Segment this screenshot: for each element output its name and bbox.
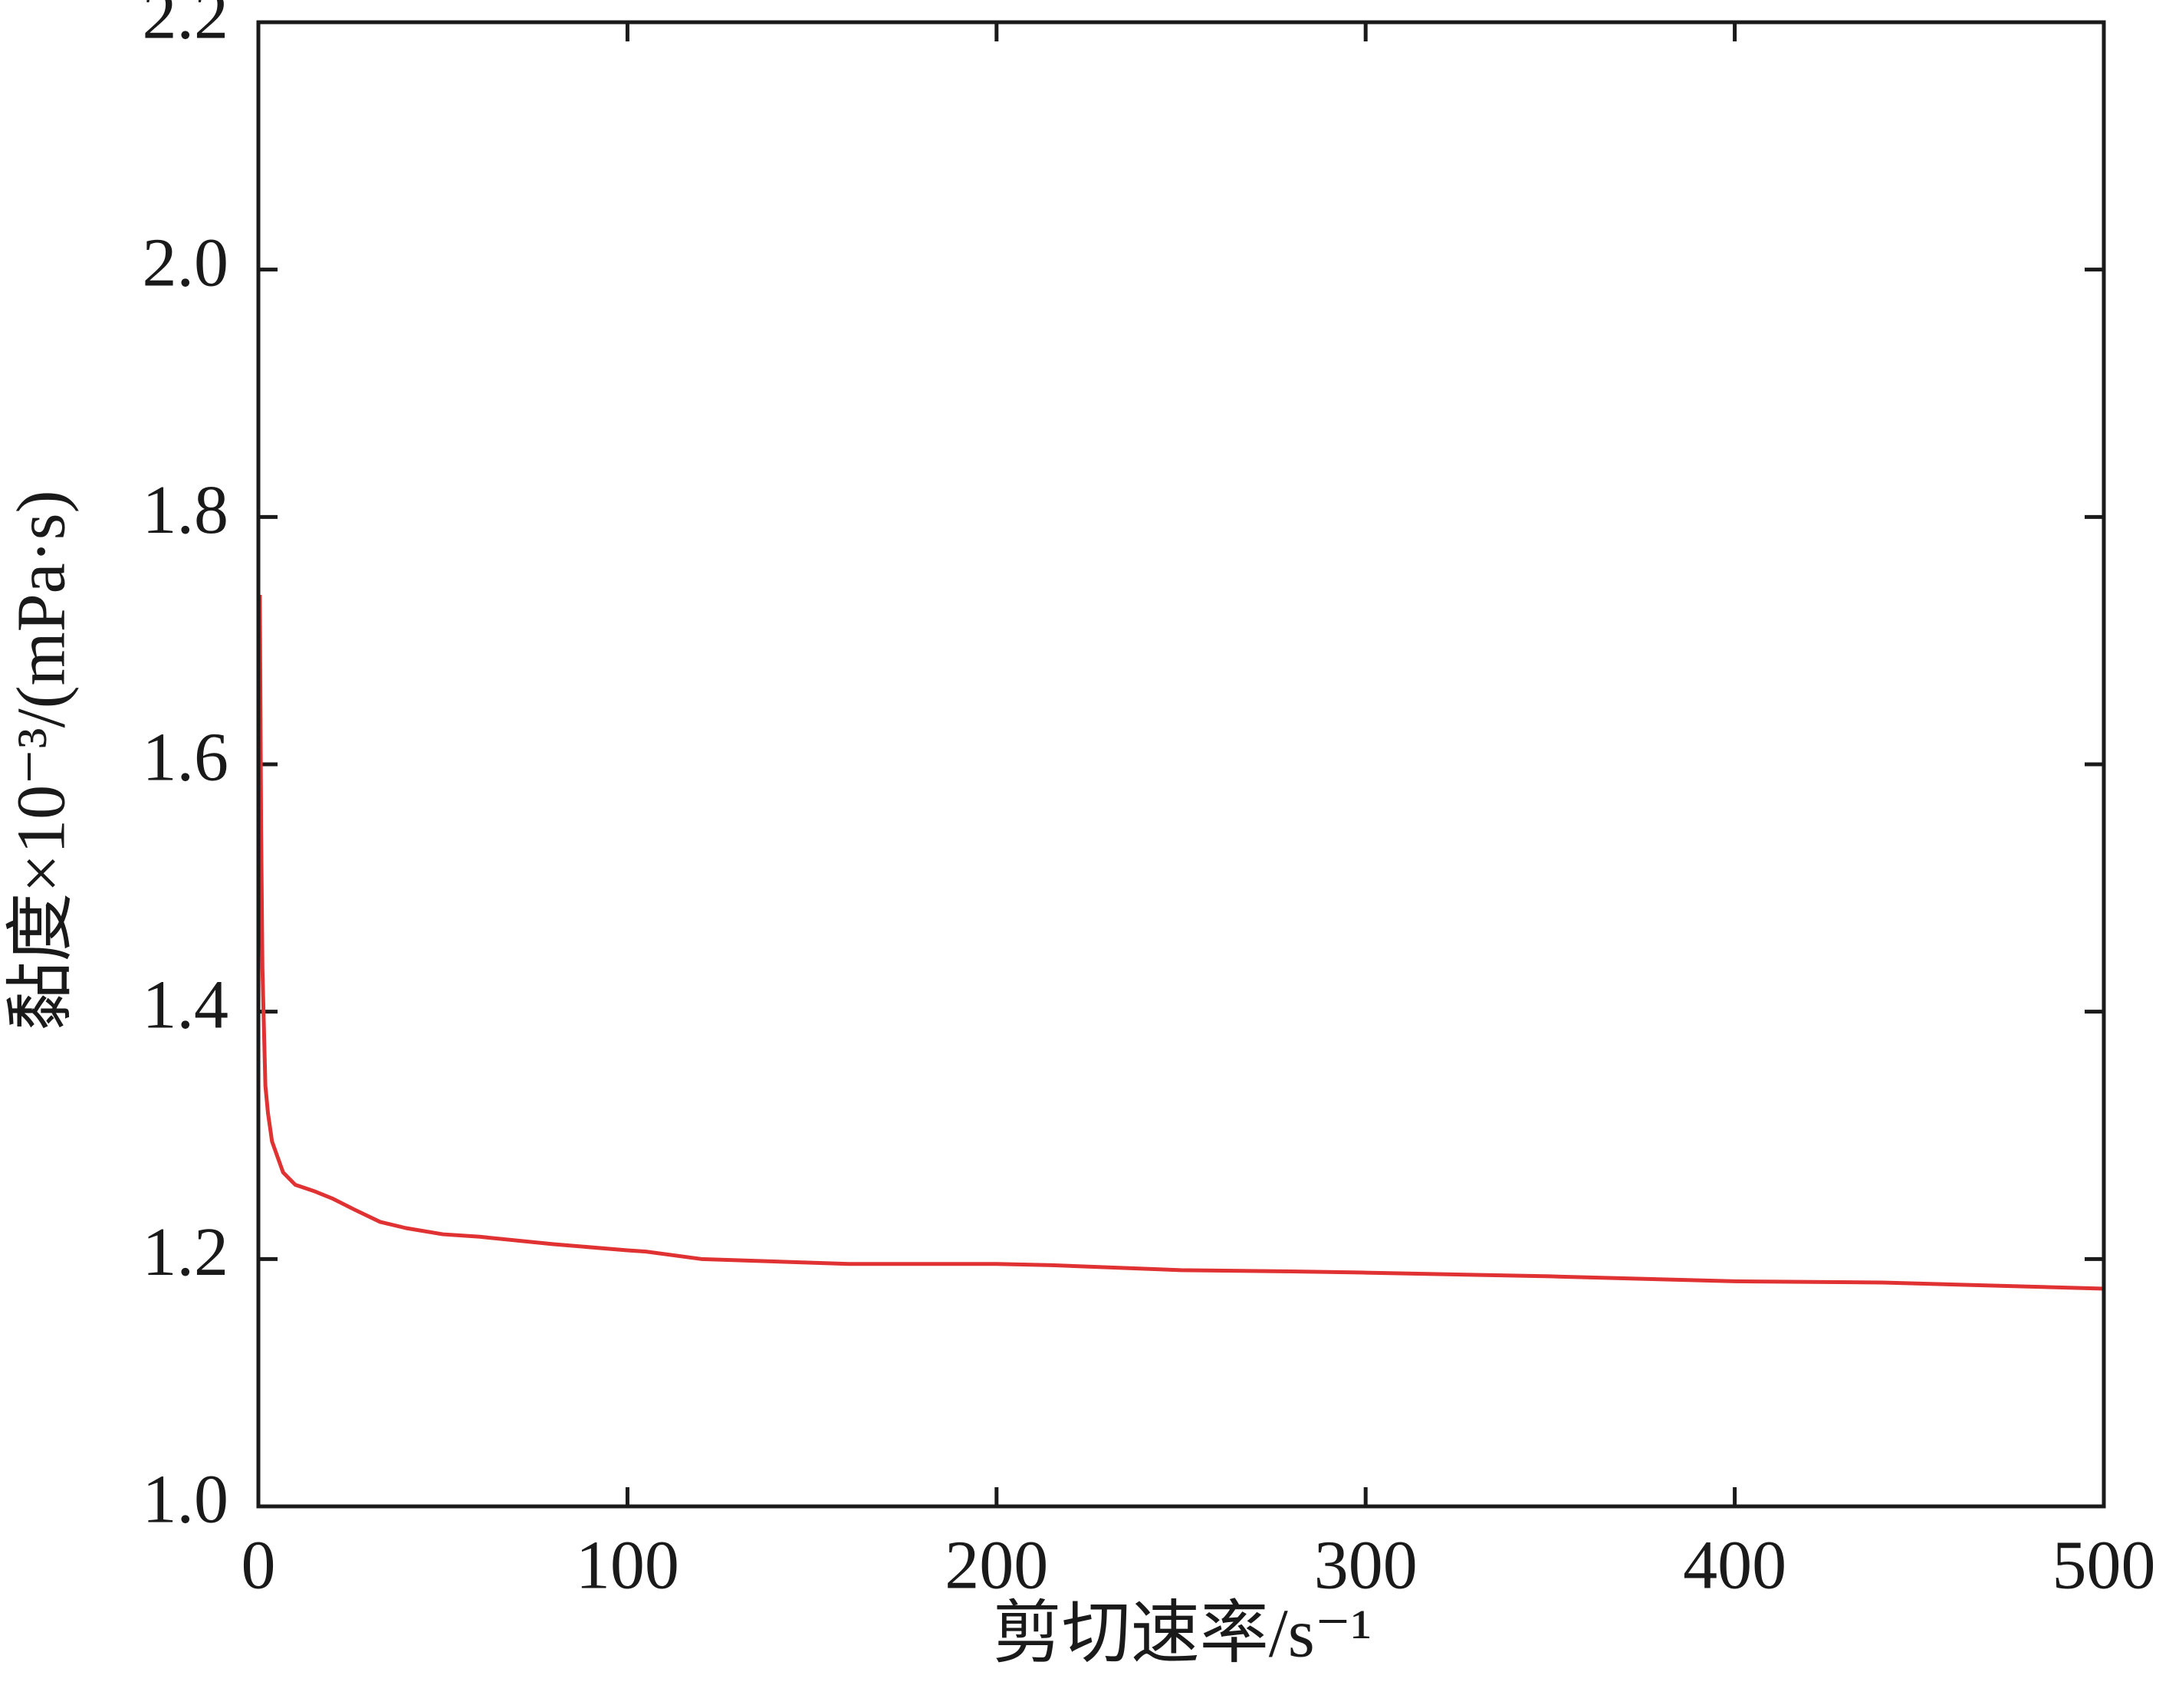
- x-tick-label: 300: [1314, 1528, 1418, 1604]
- y-tick-label: 1.6: [143, 720, 229, 796]
- x-axis-label: 剪切速率/s⁻¹: [993, 1596, 1372, 1672]
- y-tick-label: 2.2: [143, 0, 229, 54]
- y-tick-label: 1.0: [143, 1462, 229, 1538]
- y-tick-label: 2.0: [143, 225, 229, 301]
- y-tick-label: 1.4: [143, 967, 229, 1043]
- x-tick-label: 400: [1683, 1528, 1786, 1604]
- x-tick-label: 200: [945, 1528, 1048, 1604]
- x-tick-label: 100: [576, 1528, 679, 1604]
- plot-frame: [256, 20, 2106, 1509]
- y-axis-label: 黏度×10⁻³/(mPa·s): [4, 490, 80, 1030]
- y-tick-label: 1.8: [143, 472, 229, 548]
- x-tick-label: 500: [2052, 1528, 2156, 1604]
- x-tick-label: 0: [242, 1528, 276, 1604]
- data-line: [258, 594, 2105, 1291]
- y-tick-label: 1.2: [143, 1214, 229, 1290]
